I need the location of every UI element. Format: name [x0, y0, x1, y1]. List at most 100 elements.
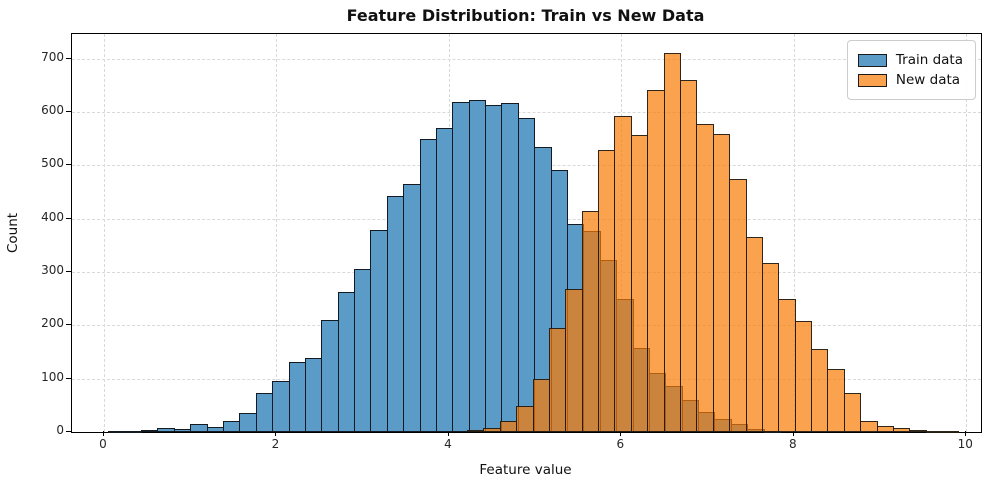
histogram-bar-train — [124, 430, 143, 433]
histogram-bar-new — [696, 124, 714, 432]
histogram-bar-train — [190, 424, 208, 432]
y-tick-label: 400 — [41, 209, 64, 224]
histogram-bar-new — [565, 289, 583, 432]
histogram-bar-new — [827, 369, 845, 432]
histogram-bar-train — [468, 99, 487, 432]
histogram-bar-train — [321, 319, 339, 432]
histogram-bar-new — [811, 349, 829, 432]
histogram-bar-new — [630, 135, 649, 432]
x-tick-mark — [102, 431, 104, 436]
histogram-bar-new — [548, 327, 567, 432]
histogram-bar-new — [647, 90, 665, 432]
y-tick-label: 300 — [41, 263, 64, 278]
histogram-bar-new — [876, 425, 894, 432]
histogram-bar-train — [157, 427, 175, 432]
x-gridline — [103, 34, 105, 432]
y-tick-mark — [66, 57, 71, 59]
y-tick-label: 500 — [41, 156, 64, 171]
histogram-bar-new — [745, 237, 763, 432]
histogram-bar-train — [288, 361, 306, 432]
histogram-bar-train — [435, 128, 454, 432]
histogram-bar-new — [942, 431, 960, 433]
histogram-bar-train — [272, 381, 290, 432]
histogram-bar-new — [532, 379, 550, 432]
x-tick-label: 2 — [271, 437, 280, 451]
histogram-bar-new — [663, 53, 681, 432]
histogram-bar-new — [581, 210, 600, 432]
x-tick-label: 10 — [957, 437, 973, 451]
histogram-bar-new — [909, 430, 927, 433]
histogram-bar-new — [892, 427, 911, 432]
legend-entry: New data — [857, 72, 963, 88]
histogram-bar-new — [925, 430, 944, 433]
y-axis-label: Count — [5, 212, 21, 254]
histogram-bar-train — [141, 430, 159, 433]
histogram-bar-new — [761, 262, 780, 432]
x-tick-label: 8 — [788, 437, 797, 451]
y-gridline — [72, 112, 981, 114]
x-tick-mark — [792, 431, 794, 436]
histogram-bar-new — [499, 420, 518, 432]
y-tick-label: 600 — [41, 103, 64, 118]
histogram-bar-new — [516, 405, 534, 432]
histogram-bar-train — [255, 392, 274, 432]
histogram-bar-train — [501, 103, 519, 432]
x-tick-mark — [620, 431, 622, 436]
histogram-bar-new — [843, 392, 862, 432]
histogram-bar-train — [304, 357, 323, 432]
histogram-bar-new — [598, 149, 616, 432]
legend: Train data New data — [846, 40, 976, 100]
x-gridline — [276, 34, 278, 432]
x-tick-label: 6 — [616, 437, 625, 451]
x-tick-label: 4 — [444, 437, 452, 451]
y-tick-mark — [66, 111, 71, 113]
histogram-bar-train — [222, 421, 241, 432]
histogram-bar-train — [206, 426, 224, 432]
x-axis-label: Feature value — [479, 462, 572, 478]
histogram-bar-train — [419, 138, 437, 432]
legend-label: New data — [895, 72, 961, 88]
y-gridline — [72, 58, 981, 60]
histogram-bar-train — [354, 269, 372, 432]
histogram-bar-new — [778, 299, 796, 432]
x-gridline — [966, 34, 968, 432]
histogram-bar-new — [860, 421, 878, 432]
y-tick-label: 0 — [56, 423, 64, 437]
y-tick-mark — [66, 377, 71, 379]
histogram-bar-train — [452, 102, 470, 432]
histogram-bar-train — [485, 104, 503, 432]
histogram-bar-train — [386, 195, 405, 432]
histogram-bar-new — [679, 80, 698, 432]
legend-label: Train data — [895, 52, 963, 68]
y-tick-mark — [66, 164, 71, 166]
x-tick-mark — [447, 431, 449, 436]
histogram-bar-train — [337, 291, 356, 432]
histogram-bar-train — [108, 430, 126, 433]
histogram-bar-new — [483, 427, 501, 432]
histogram-bar-train — [370, 229, 388, 432]
histogram-bar-train — [173, 428, 192, 432]
x-tick-mark — [965, 431, 967, 436]
histogram-bar-new — [794, 321, 813, 432]
legend-entry: Train data — [857, 52, 963, 68]
legend-swatch-icon — [857, 53, 887, 67]
legend-swatch-icon — [857, 73, 887, 87]
y-tick-mark — [66, 271, 71, 273]
y-tick-label: 200 — [41, 316, 64, 331]
histogram-bar-new — [712, 133, 731, 432]
y-tick-label: 700 — [41, 49, 64, 64]
y-tick-label: 100 — [41, 369, 64, 384]
histogram-bar-train — [403, 184, 421, 432]
x-tick-mark — [275, 431, 277, 436]
histogram-bar-train — [239, 412, 257, 432]
plot-area — [71, 33, 982, 433]
histogram-bar-new — [614, 115, 632, 432]
y-tick-mark — [66, 324, 71, 326]
x-gridline — [793, 34, 795, 432]
histogram-bar-new — [467, 430, 485, 433]
y-tick-mark — [66, 431, 71, 432]
x-tick-label: 0 — [99, 437, 107, 451]
histogram-bar-new — [729, 178, 747, 432]
y-tick-mark — [66, 217, 71, 219]
